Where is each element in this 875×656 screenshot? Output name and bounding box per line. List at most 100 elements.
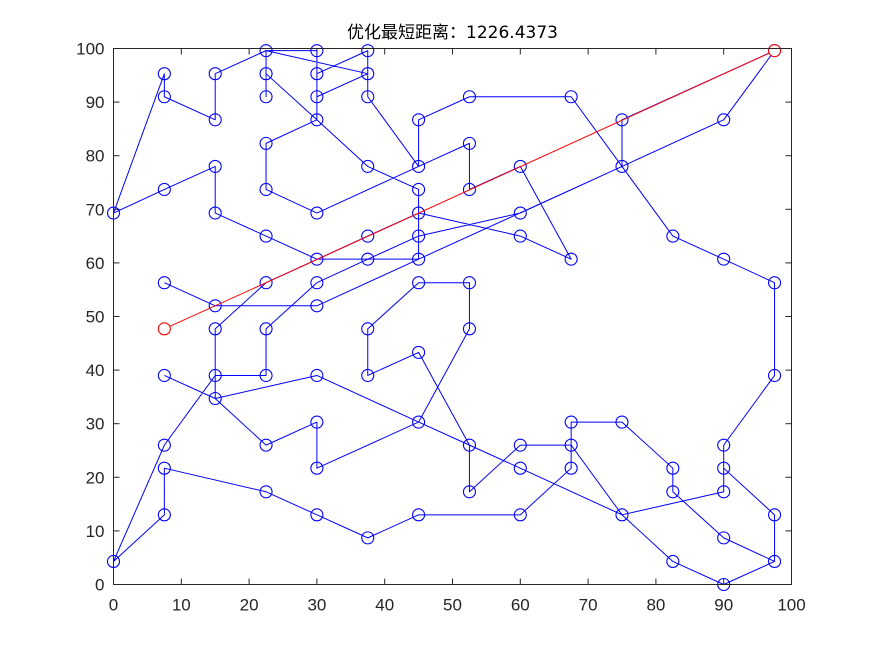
city-point — [717, 461, 731, 475]
y-tick-label: 80 — [86, 147, 105, 166]
city-point — [462, 136, 477, 150]
city-point — [564, 415, 578, 429]
y-tick-label: 90 — [86, 93, 105, 112]
city-point — [717, 113, 731, 127]
city-point — [310, 44, 324, 58]
x-tick-label: 90 — [714, 596, 733, 615]
city-point — [259, 90, 273, 104]
city-point — [157, 508, 171, 522]
city-point — [310, 67, 324, 81]
city-point — [462, 485, 477, 499]
city-point — [208, 113, 222, 127]
city-point — [259, 438, 273, 452]
city-point — [310, 206, 324, 220]
city-point — [259, 229, 273, 243]
city-point — [310, 113, 324, 127]
city-point — [208, 206, 222, 220]
city-point — [412, 508, 426, 522]
city-point — [615, 508, 629, 522]
city-point — [462, 90, 477, 104]
city-point — [564, 438, 578, 452]
city-point — [513, 229, 527, 243]
city-point — [717, 485, 731, 499]
city-point — [361, 322, 375, 336]
city-point — [310, 368, 324, 383]
y-tick-label: 10 — [86, 522, 105, 541]
y-tick-label: 30 — [86, 415, 105, 434]
city-point — [259, 136, 273, 150]
y-tick-label: 100 — [76, 40, 104, 59]
city-point — [666, 485, 680, 499]
city-point — [310, 508, 324, 522]
city-point — [717, 252, 731, 266]
city-point — [361, 368, 375, 383]
city-point — [513, 461, 527, 475]
city-point — [208, 391, 222, 406]
city-point — [157, 368, 171, 383]
city-point — [259, 485, 273, 499]
city-point — [361, 531, 375, 545]
city-point — [412, 229, 426, 243]
route-line — [113, 50, 776, 585]
city-point — [259, 322, 273, 336]
plot-area-border — [113, 48, 792, 585]
highlight-series — [157, 44, 782, 336]
city-point — [310, 252, 324, 266]
city-point — [767, 554, 782, 569]
city-point — [564, 90, 578, 104]
city-point — [208, 368, 222, 383]
city-point — [412, 182, 426, 197]
y-tick-label: 70 — [86, 200, 105, 219]
city-point — [767, 508, 782, 522]
city-point — [361, 44, 375, 58]
x-tick-label: 50 — [443, 596, 462, 615]
x-tick-label: 80 — [646, 596, 665, 615]
city-point — [717, 438, 731, 452]
city-point — [462, 182, 477, 197]
city-point — [412, 276, 426, 290]
city-point — [259, 44, 273, 58]
city-point — [157, 90, 171, 104]
y-tick-label: 0 — [95, 576, 104, 595]
city-point — [208, 322, 222, 336]
city-point — [157, 67, 171, 81]
x-tick-label: 60 — [511, 596, 530, 615]
city-point — [208, 299, 222, 313]
city-point — [615, 113, 629, 127]
y-tick-label: 40 — [86, 361, 105, 380]
y-tick-label: 20 — [86, 468, 105, 487]
x-tick-label: 10 — [172, 596, 191, 615]
city-point — [767, 368, 782, 383]
city-point — [310, 415, 324, 429]
city-point — [157, 276, 171, 290]
city-point — [361, 90, 375, 104]
city-point — [208, 67, 222, 81]
city-point — [513, 206, 527, 220]
city-point — [310, 276, 324, 290]
city-point — [412, 113, 426, 127]
city-point — [310, 461, 324, 475]
city-point — [513, 438, 527, 452]
city-point — [615, 159, 629, 173]
x-tick-label: 0 — [109, 596, 118, 615]
chart-title: 优化最短距离：1226.4373 — [347, 23, 558, 43]
city-point — [361, 229, 375, 243]
x-tick-label: 40 — [375, 596, 394, 615]
plot-area — [113, 48, 792, 585]
city-point — [513, 159, 527, 173]
y-axis-ticks: 0 10 20 30 40 50 60 70 80 90 100 — [76, 40, 792, 595]
start-point — [157, 322, 171, 336]
city-point — [157, 461, 171, 475]
city-point — [259, 182, 273, 197]
city-point — [412, 206, 426, 220]
city-point — [412, 345, 426, 359]
city-point — [564, 252, 578, 266]
city-point — [412, 159, 426, 173]
city-point — [310, 299, 324, 313]
city-point — [157, 182, 171, 197]
y-tick-label: 50 — [86, 308, 105, 327]
x-tick-label: 30 — [307, 596, 326, 615]
city-point — [513, 508, 527, 522]
city-point — [615, 415, 629, 429]
